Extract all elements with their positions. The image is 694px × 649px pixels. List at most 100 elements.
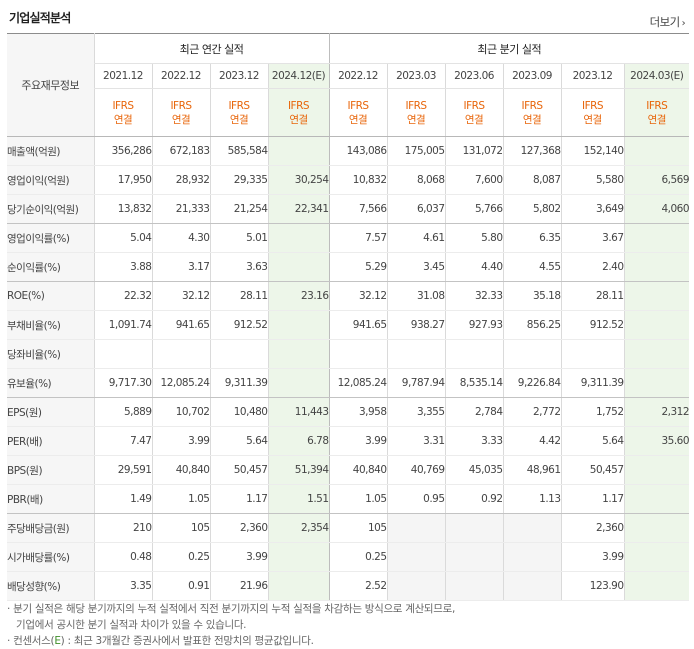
table-cell: 2,312 — [623, 397, 690, 427]
table-cell: 3.67 — [560, 223, 625, 253]
basis-label: 연결 — [229, 113, 249, 126]
table-cell — [623, 455, 690, 485]
chevron-right-icon: › — [681, 18, 686, 29]
table-cell: 0.25 — [151, 542, 210, 572]
ifrs-label: IFRS — [112, 99, 134, 112]
table-cell: 8,535.14 — [444, 368, 504, 398]
table-cell: 3.99 — [560, 542, 625, 572]
table-cell — [386, 571, 446, 601]
table-cell: 3.99 — [151, 426, 210, 456]
ifrs-label: IFRS — [646, 99, 668, 112]
table-cell: 5.29 — [328, 252, 388, 282]
period-header: 2023.12 — [560, 63, 625, 89]
table-cell: 1.17 — [560, 484, 625, 514]
table-cell: 45,035 — [444, 455, 504, 485]
section-header: 기업실적분석 더보기 › — [0, 0, 694, 34]
table-cell: 5.64 — [560, 426, 625, 456]
table-cell: 32.12 — [151, 281, 210, 311]
table-cell: 912.52 — [560, 310, 625, 340]
table-cell: 4.40 — [444, 252, 504, 282]
table-cell — [444, 513, 504, 543]
table-cell: 105 — [328, 513, 388, 543]
table-cell: 4.30 — [151, 223, 210, 253]
table-cell: 10,832 — [328, 165, 388, 195]
table-cell: 131,072 — [444, 136, 504, 166]
table-cell: 50,457 — [560, 455, 625, 485]
table-row: ROE(%) 22.32 32.12 28.11 23.16 32.12 31.08 32.3… — [7, 281, 690, 311]
table-cell: 9,311.39 — [560, 368, 625, 398]
table-row: BPS(원) 29,591 40,840 50,457 51,394 40,840 40,7… — [7, 455, 690, 485]
basis-label: 연결 — [464, 113, 484, 126]
table-cell: 3.99 — [328, 426, 388, 456]
table-cell: 51,394 — [267, 455, 329, 485]
period-header-row: 2021.12 2022.12 2023.12 2024.12(E) 2022.12 20… — [7, 63, 690, 89]
table-cell: 3,649 — [560, 194, 625, 224]
table-cell: 48,961 — [502, 455, 562, 485]
table-cell — [151, 339, 210, 369]
more-link[interactable]: 더보기 › — [649, 14, 686, 30]
ifrs-label: IFRS — [347, 99, 369, 112]
table-cell: 0.92 — [444, 484, 504, 514]
ifrs-label: IFRS — [521, 99, 543, 112]
table-cell — [623, 571, 690, 601]
ifrs-basis-header: IFRS 연결 — [151, 88, 210, 137]
table-cell: 856.25 — [502, 310, 562, 340]
table-cell: 127,368 — [502, 136, 562, 166]
table-cell: 152,140 — [560, 136, 625, 166]
table-cell: 2,784 — [444, 397, 504, 427]
table-cell: 1.05 — [151, 484, 210, 514]
basis-label: 연결 — [583, 113, 602, 126]
table-cell: 105 — [151, 513, 210, 543]
table-row: 순이익률(%) 3.88 3.17 3.63 5.29 3.45 4.40 4.55 2.40 — [7, 252, 690, 282]
table-row: 유보율(%) 9,717.30 12,085.24 9,311.39 12,085.24… — [7, 368, 690, 398]
basis-label: 연결 — [171, 113, 191, 126]
ifrs-basis-header: IFRS 연결 — [623, 88, 690, 137]
table-cell — [267, 542, 330, 572]
period-header: 2023.03 — [386, 63, 446, 89]
table-cell: 5.64 — [209, 426, 268, 456]
table-cell: 23.16 — [267, 281, 329, 311]
ifrs-basis-header: IFRS 연결 — [444, 88, 504, 137]
table-cell: 4.61 — [386, 223, 446, 253]
row-label: 당기순이익(억원) — [7, 194, 94, 224]
table-cell: 5,766 — [444, 194, 504, 224]
row-label: 유보율(%) — [7, 368, 94, 398]
basis-label: 연결 — [522, 113, 542, 126]
table-cell: 3.45 — [386, 252, 446, 282]
table-body: 매출액(억원) 356,286 672,183 585,584 143,086 175,0… — [7, 136, 690, 601]
row-label: 영업이익률(%) — [7, 223, 94, 253]
table-cell — [267, 136, 330, 166]
table-cell: 9,311.39 — [209, 368, 268, 398]
group-annual-header: 최근 연간 실적 — [93, 33, 330, 64]
row-label: 시가배당률(%) — [7, 542, 94, 572]
table-cell: 672,183 — [151, 136, 210, 166]
table-cell: 0.95 — [386, 484, 446, 514]
table-cell — [328, 339, 388, 369]
ifrs-header-row: IFRS 연결 IFRS 연결 IFRS 연결 IFRS 연결 IFRS 연결 IFRS 연결 IFRS… — [7, 88, 690, 137]
table-cell: 40,840 — [328, 455, 388, 485]
table-cell — [623, 223, 690, 253]
table-cell: 6.35 — [502, 223, 562, 253]
table-cell: 7,600 — [444, 165, 504, 195]
basis-label: 연결 — [406, 113, 426, 126]
note-quarterly-cont: 기업에서 공시한 분기 실적과 차이가 있을 수 있습니다. — [16, 619, 247, 631]
table-cell: 22.32 — [93, 281, 152, 311]
table-cell: 3,355 — [386, 397, 446, 427]
row-label: 당좌비율(%) — [7, 339, 94, 369]
ifrs-label: IFRS — [405, 99, 427, 112]
ifrs-label: IFRS — [228, 99, 250, 112]
table-cell: 9,226.84 — [502, 368, 562, 398]
table-cell: 40,840 — [151, 455, 210, 485]
table-row: 당기순이익(억원) 13,832 21,333 21,254 22,341 7,566 6,… — [7, 194, 690, 224]
table-row: PBR(배) 1.49 1.05 1.17 1.51 1.05 0.95 0.92 1.13 1.… — [7, 484, 690, 514]
ifrs-basis-header: IFRS 연결 — [209, 88, 268, 137]
table-cell: 0.25 — [328, 542, 388, 572]
table-cell: 12,085.24 — [151, 368, 210, 398]
table-cell — [444, 542, 504, 572]
table-cell: 11,443 — [267, 397, 329, 427]
ifrs-basis-header: IFRS 연결 — [560, 88, 625, 137]
ifrs-label: IFRS — [287, 99, 310, 112]
row-label: PER(배) — [7, 426, 94, 456]
more-label[interactable]: 더보기 — [649, 15, 681, 29]
table-cell — [623, 484, 690, 514]
